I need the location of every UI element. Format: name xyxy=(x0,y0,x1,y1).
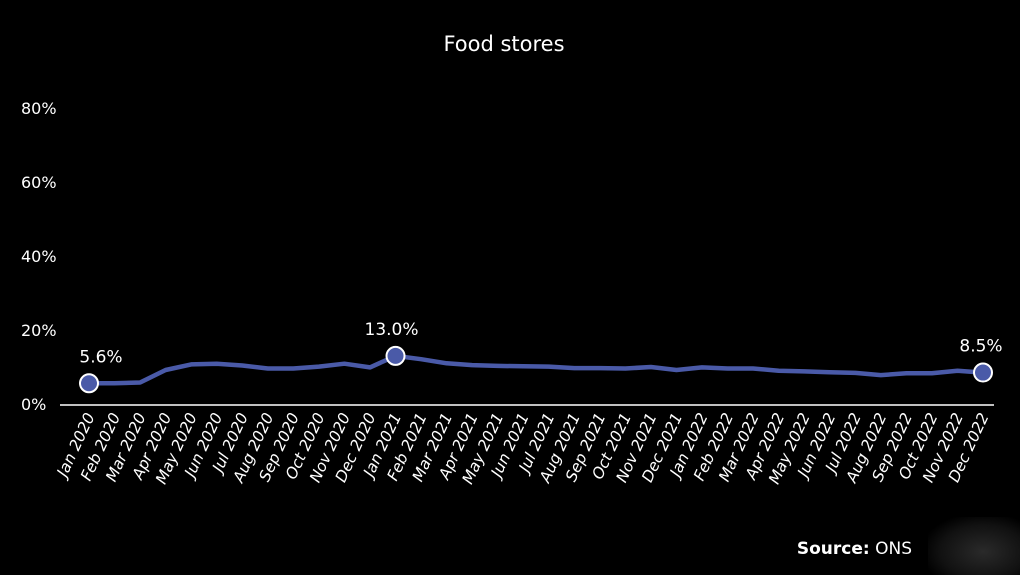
data-label: 8.5% xyxy=(959,337,1002,357)
data-point-marker xyxy=(79,373,99,394)
y-axis-ticks: 0% 20% 40% 60% 80% xyxy=(21,99,57,414)
source-value: ONS xyxy=(875,539,912,559)
corner-smudge xyxy=(928,517,1020,575)
data-point-marker xyxy=(973,362,993,383)
y-tick-label: 0% xyxy=(21,395,46,414)
y-tick-label: 80% xyxy=(21,99,57,118)
chart-title: Food stores xyxy=(443,32,564,56)
y-tick-label: 40% xyxy=(21,247,57,266)
data-point-marker xyxy=(385,345,406,366)
y-tick-label: 20% xyxy=(21,321,57,340)
series-group xyxy=(86,353,986,386)
data-label: 5.6% xyxy=(79,347,122,367)
data-labels: 5.6% 13.0% 8.5% xyxy=(79,320,1002,367)
series-line xyxy=(86,353,986,386)
data-markers xyxy=(79,345,993,394)
data-label: 13.0% xyxy=(365,320,419,340)
y-tick-label: 60% xyxy=(21,173,57,192)
source-label: Source: xyxy=(796,539,870,559)
source-note: Source: ONS xyxy=(797,539,912,559)
